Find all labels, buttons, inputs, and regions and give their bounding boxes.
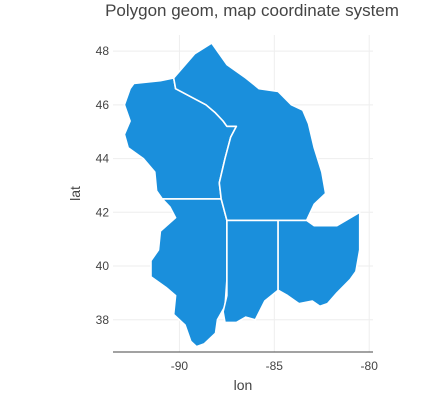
chart-title: Polygon geom, map coordinate system (105, 1, 399, 20)
polygon-ohio (277, 211, 361, 308)
polygon-michigan (172, 42, 327, 222)
y-tick-label: 44 (96, 152, 110, 166)
x-tick-label: -85 (266, 359, 284, 373)
y-tick-label: 42 (96, 205, 110, 219)
x-tick-label: -90 (171, 359, 189, 373)
tick-labels: -90 -85 -80 38 40 42 44 46 48 (96, 44, 379, 373)
x-axis-title: lon (234, 377, 253, 393)
polygon-illinois (150, 198, 228, 348)
y-tick-label: 46 (96, 98, 110, 112)
y-axis-title: lat (67, 186, 83, 201)
y-tick-label: 48 (96, 44, 110, 58)
polygon-layer (123, 42, 361, 348)
y-tick-label: 40 (96, 259, 110, 273)
y-tick-label: 38 (96, 313, 110, 327)
x-tick-label: -80 (361, 359, 379, 373)
polygon-indiana (222, 219, 279, 324)
